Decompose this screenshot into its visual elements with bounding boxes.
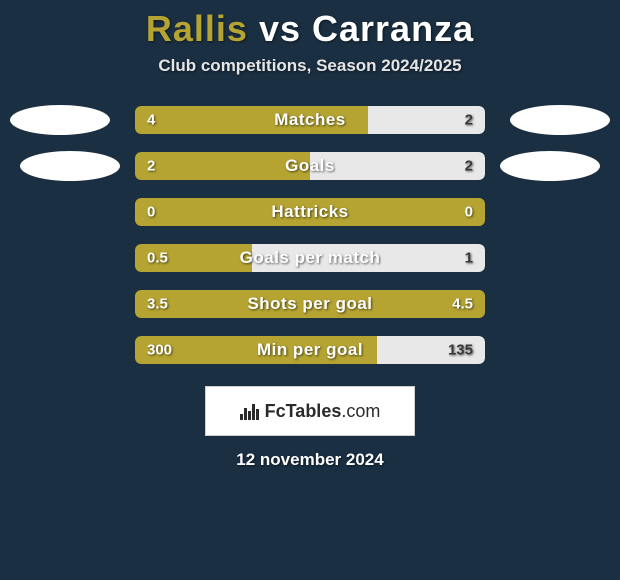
stat-value-left: 4 xyxy=(147,112,155,129)
date-text: 12 november 2024 xyxy=(236,450,383,470)
stat-row: 00Hattricks xyxy=(0,198,620,226)
bar-left-fill xyxy=(135,290,485,318)
stat-value-right: 2 xyxy=(465,112,473,129)
player1-name: Rallis xyxy=(146,8,248,49)
bar-left-fill xyxy=(135,152,310,180)
player1-badge-icon xyxy=(10,105,110,135)
stat-row: 3.54.5Shots per goal xyxy=(0,290,620,318)
stat-row: 22Goals xyxy=(0,152,620,180)
stat-value-right: 4.5 xyxy=(452,296,473,313)
comparison-infographic: Rallis vs Carranza Club competitions, Se… xyxy=(0,0,620,580)
stat-value-right: 2 xyxy=(465,158,473,175)
player2-badge-icon xyxy=(510,105,610,135)
stat-value-left: 2 xyxy=(147,158,155,175)
logo-text-bold: FcTables xyxy=(265,401,342,421)
stat-value-right: 135 xyxy=(448,342,473,359)
stat-value-left: 0 xyxy=(147,204,155,221)
bar-chart-icon xyxy=(240,402,259,420)
vs-text: vs xyxy=(259,8,301,49)
stat-row: 300135Min per goal xyxy=(0,336,620,364)
stat-value-right: 1 xyxy=(465,250,473,267)
stat-value-left: 300 xyxy=(147,342,172,359)
logo-text-light: .com xyxy=(341,401,380,421)
stat-bar: 3.54.5Shots per goal xyxy=(135,290,485,318)
bar-left-fill xyxy=(135,198,485,226)
bar-left-fill xyxy=(135,106,368,134)
bar-right-fill xyxy=(310,152,485,180)
bar-right-fill xyxy=(252,244,485,272)
logo-text: FcTables.com xyxy=(265,401,381,422)
subtitle: Club competitions, Season 2024/2025 xyxy=(158,56,461,76)
stat-row: 0.51Goals per match xyxy=(0,244,620,272)
stat-bar: 300135Min per goal xyxy=(135,336,485,364)
fctables-logo[interactable]: FcTables.com xyxy=(205,386,415,436)
stat-value-right: 0 xyxy=(465,204,473,221)
page-title: Rallis vs Carranza xyxy=(146,8,474,50)
player2-badge-icon xyxy=(500,151,600,181)
player2-name: Carranza xyxy=(312,8,474,49)
stat-value-left: 3.5 xyxy=(147,296,168,313)
stat-bar: 00Hattricks xyxy=(135,198,485,226)
player1-badge-icon xyxy=(20,151,120,181)
stats-list: 42Matches22Goals00Hattricks0.51Goals per… xyxy=(0,106,620,364)
stat-value-left: 0.5 xyxy=(147,250,168,267)
stat-bar: 0.51Goals per match xyxy=(135,244,485,272)
stat-bar: 42Matches xyxy=(135,106,485,134)
stat-row: 42Matches xyxy=(0,106,620,134)
stat-bar: 22Goals xyxy=(135,152,485,180)
